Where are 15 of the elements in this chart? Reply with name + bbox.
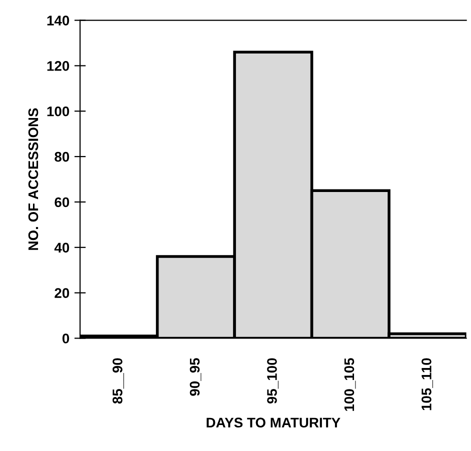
x-tick-label: 100_105 <box>344 358 356 411</box>
x-tick-label: 90_95 <box>190 358 202 396</box>
x-tick-label: 105_110 <box>422 358 433 410</box>
y-tick-label: 120 <box>47 61 70 71</box>
y-tick-label: 100 <box>47 106 70 116</box>
x-tick-label: 85__90 <box>112 358 124 404</box>
y-tick-label: 0 <box>62 334 70 344</box>
x-tick-label: 95_100 <box>267 358 278 404</box>
y-tick-label: 40 <box>54 242 70 253</box>
y-tick-label: 20 <box>54 288 70 298</box>
y-tick-label: 80 <box>54 152 70 162</box>
y-tick-label: 140 <box>47 16 70 26</box>
y-tick-label: 60 <box>54 197 70 208</box>
y-axis-title: NO. OF ACCESSIONS <box>28 108 38 250</box>
x-axis-title: DAYS TO MATURITY <box>206 418 340 428</box>
